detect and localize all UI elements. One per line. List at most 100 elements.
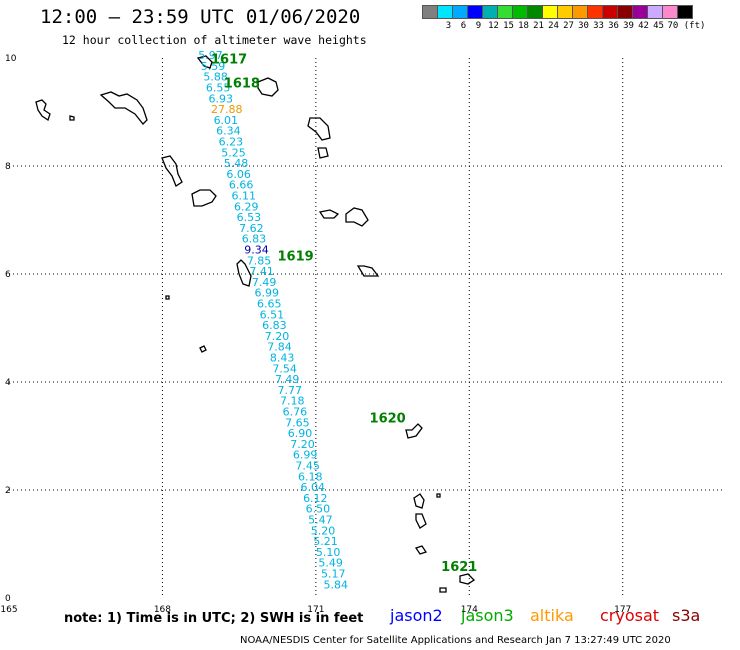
- island-outline: [236, 259, 252, 287]
- island-outline: [413, 493, 425, 509]
- island-outlines: [35, 55, 476, 593]
- pass-time-label: 1619: [278, 250, 314, 265]
- wave-height-label: 5.47: [308, 513, 333, 526]
- lat-tick-label: 8: [5, 162, 11, 172]
- wave-height-label: 6.53: [237, 211, 261, 224]
- colorbar-label: 42: [638, 21, 649, 31]
- colorbar-label: 24: [548, 21, 559, 31]
- colorbar-label: 12: [488, 21, 499, 31]
- wave-height-label: 6.29: [234, 200, 259, 213]
- wave-height-label: 6.90: [288, 427, 313, 440]
- credit-line: NOAA/NESDIS Center for Satellite Applica…: [240, 635, 671, 646]
- wave-height-label: 6.55: [206, 81, 231, 94]
- colorbar-label: 6: [460, 21, 467, 31]
- wave-height-label: 6.06: [226, 168, 251, 181]
- satellite-legend-altika: altika: [530, 606, 574, 625]
- wave-height-label: 6.50: [306, 503, 331, 516]
- colorbar-label: 9: [475, 21, 482, 31]
- wave-height-label: 6.99: [293, 449, 318, 462]
- lon-tick-label: 171: [307, 605, 324, 615]
- island-outline: [317, 147, 329, 159]
- wave-height-label: 6.66: [229, 179, 254, 192]
- colorbar-label: 27: [563, 21, 574, 31]
- wave-height-label: 5.48: [224, 157, 249, 170]
- pass-time-label: 1620: [370, 412, 406, 427]
- wave-height-label: 7.20: [265, 330, 290, 343]
- island-outline: [318, 209, 340, 219]
- lat-lon-grid: [9, 58, 725, 598]
- footer-note: note: 1) Time is in UTC; 2) SWH is in fe…: [64, 611, 364, 626]
- pass-time-label: 1621: [441, 560, 477, 575]
- wave-height-label: 5.25: [221, 146, 246, 159]
- island-outline: [191, 189, 217, 207]
- axis-ticks: 165 168 171 174 177 0 2 4 6 8 10: [0, 54, 631, 615]
- wave-height-label: 6.23: [219, 135, 244, 148]
- lon-tick-label: 177: [614, 605, 631, 615]
- island-outline: [414, 545, 428, 555]
- colorbar-label: 39: [623, 21, 634, 31]
- island-outline: [99, 91, 148, 125]
- satellite-legend-s3a: s3a: [672, 606, 701, 625]
- island-outline: [415, 513, 427, 529]
- pass-time-labels: 1617 1618 1619 1620 1621: [211, 52, 477, 575]
- lat-tick-label: 6: [5, 270, 11, 280]
- wave-height-label: 7.54: [272, 362, 297, 375]
- island-outline: [405, 423, 423, 439]
- colorbar-label: 21: [533, 21, 544, 31]
- wave-height-label: 6.83: [242, 233, 267, 246]
- wave-height-label: 5.59: [201, 60, 226, 73]
- wave-height-label: 7.85: [247, 254, 271, 267]
- satellite-legend-cryosat: cryosat: [600, 606, 660, 625]
- lat-tick-label: 0: [5, 594, 11, 604]
- island-outline: [345, 207, 369, 227]
- island-outline: [199, 345, 207, 353]
- wave-height-label: 5.17: [321, 567, 346, 580]
- colorbar-label: 45: [653, 21, 664, 31]
- island-outline: [257, 77, 279, 97]
- wave-height-label: 7.41: [249, 265, 274, 278]
- wave-height-label: 7.20: [290, 438, 315, 451]
- wave-height-label: 7.62: [239, 222, 264, 235]
- lat-tick-label: 10: [5, 54, 17, 64]
- colorbar-label: 33: [593, 21, 604, 31]
- map-title: 12:00 – 23:59 UTC 01/06/2020: [40, 6, 361, 28]
- lon-tick-label: 174: [461, 605, 478, 615]
- pass-time-label: 1617: [211, 52, 247, 67]
- wave-height-label: 7.49: [275, 373, 300, 386]
- wave-height-label: 7.18: [280, 395, 305, 408]
- wave-height-label: 9.34: [244, 243, 269, 256]
- map-subtitle: 12 hour collection of altimeter wave hei…: [62, 33, 367, 47]
- wave-height-label: 5.20: [311, 524, 336, 537]
- wave-height-label: 5.88: [203, 71, 228, 84]
- wave-height-label: 6.34: [216, 125, 241, 138]
- wave-height-label: 6.99: [254, 287, 279, 300]
- island-outline: [459, 573, 476, 585]
- island-outline: [165, 295, 170, 300]
- island-outline: [35, 99, 51, 122]
- wave-height-label: 27.88: [211, 103, 243, 116]
- wave-height-label: 6.11: [231, 189, 256, 202]
- island-outline: [161, 155, 183, 187]
- island-outline: [356, 265, 380, 277]
- wave-height-label: 6.83: [262, 319, 287, 332]
- altimeter-track: 5.975.595.886.556.9327.886.016.346.235.2…: [198, 49, 348, 591]
- wave-height-label: 6.04: [301, 481, 326, 494]
- island-outline: [436, 493, 441, 498]
- wave-height-label: 6.76: [283, 405, 308, 418]
- island-outline: [307, 117, 331, 141]
- wave-height-label: 7.45: [295, 459, 320, 472]
- wave-height-label: 6.12: [303, 492, 328, 505]
- wave-height-label: 6.01: [214, 114, 239, 127]
- wave-height-label: 7.49: [252, 276, 277, 289]
- wave-height-label: 5.10: [316, 546, 341, 559]
- lat-tick-label: 4: [5, 378, 11, 388]
- wave-height-label: 5.97: [198, 49, 223, 62]
- satellite-legend-jason3: jason3: [461, 606, 514, 625]
- colorbar-label: 15: [503, 21, 514, 31]
- wave-height-label: 5.84: [324, 578, 349, 591]
- wave-height-label: 6.65: [257, 297, 282, 310]
- wave-height-label: 6.93: [208, 92, 233, 105]
- island-outline: [69, 115, 75, 121]
- wave-height-label: 6.18: [298, 470, 323, 483]
